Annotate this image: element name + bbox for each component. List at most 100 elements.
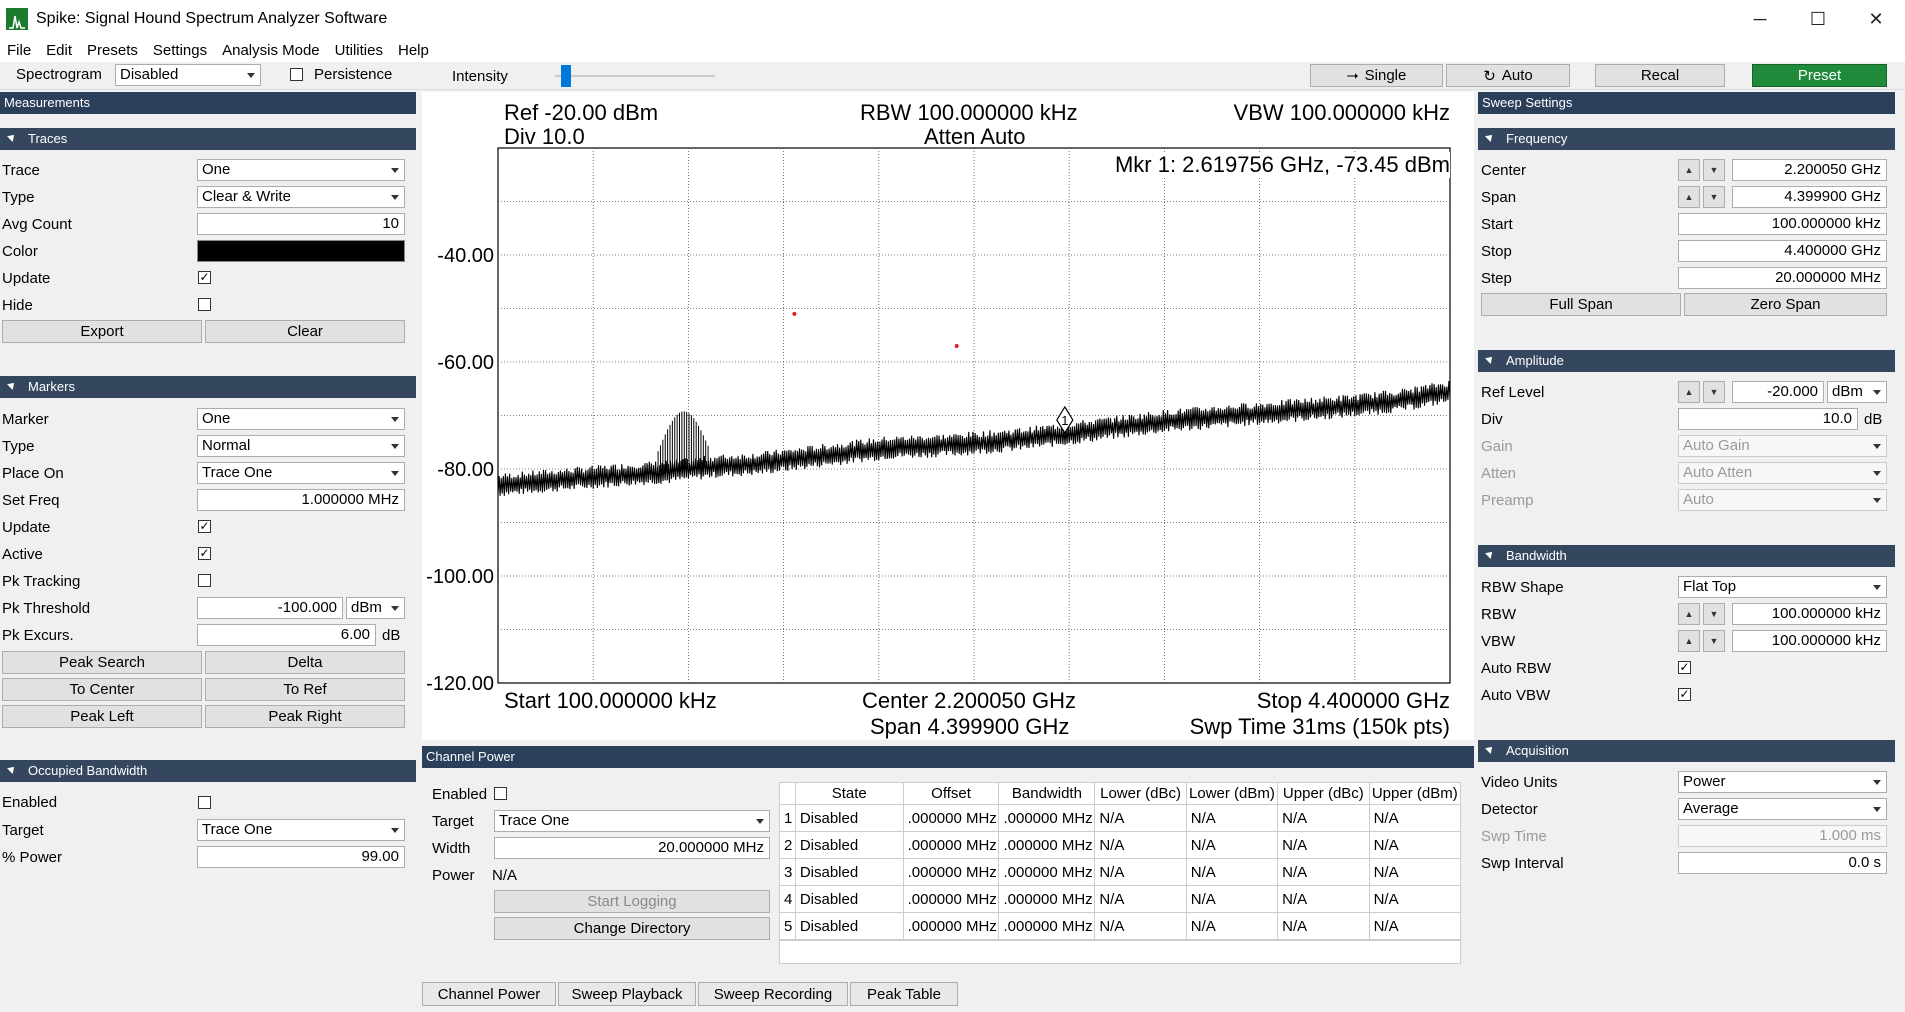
start-logging-button[interactable]: Start Logging xyxy=(494,890,770,913)
marker-update-checkbox[interactable]: ✓ xyxy=(198,519,211,533)
marker-select[interactable]: One xyxy=(197,408,405,430)
offset-cell[interactable]: .000000 MHz xyxy=(902,804,1000,832)
offset-cell[interactable]: .000000 MHz xyxy=(902,912,1000,940)
bandwidth-cell[interactable]: .000000 MHz xyxy=(998,831,1096,859)
auto-vbw-checkbox[interactable]: ✓ xyxy=(1678,687,1691,701)
center-up-arrow-icon[interactable]: ▲ xyxy=(1678,159,1700,181)
ref-up-arrow-icon[interactable]: ▲ xyxy=(1678,381,1700,403)
state-select[interactable]: Disabled xyxy=(794,831,904,859)
state-select[interactable]: Disabled xyxy=(794,912,904,940)
bandwidth-cell[interactable]: .000000 MHz xyxy=(998,912,1096,940)
state-select[interactable]: Disabled xyxy=(794,804,904,832)
minimize-button[interactable]: ─ xyxy=(1753,8,1767,29)
to-ref-button[interactable]: To Ref xyxy=(205,678,405,701)
cp-enabled-checkbox[interactable] xyxy=(494,787,507,800)
menu-settings[interactable]: Settings xyxy=(152,41,208,59)
menu-presets[interactable]: Presets xyxy=(87,41,138,59)
offset-cell[interactable]: .000000 MHz xyxy=(902,858,1000,886)
atten-select[interactable]: Auto Atten xyxy=(1678,462,1887,484)
div-input[interactable]: 10.0 xyxy=(1678,408,1858,430)
export-button[interactable]: Export xyxy=(2,320,202,343)
spectrum-plot[interactable]: -40.00 -60.00 -80.00 -100.00 -120.00 1 xyxy=(422,92,1474,740)
rbw-down-arrow-icon[interactable]: ▼ xyxy=(1703,603,1725,625)
span-down-arrow-icon[interactable]: ▼ xyxy=(1703,186,1725,208)
bandwidth-section-header[interactable]: Bandwidth xyxy=(1478,545,1895,567)
offset-cell[interactable]: .000000 MHz xyxy=(902,885,1000,913)
span-input[interactable]: 4.399900 GHz xyxy=(1732,186,1887,208)
obw-section-header[interactable]: Occupied Bandwidth xyxy=(0,760,416,782)
rbw-shape-select[interactable]: Flat Top xyxy=(1678,576,1887,598)
trace-select[interactable]: One xyxy=(197,159,405,181)
step-input[interactable]: 20.000000 MHz xyxy=(1678,267,1887,289)
pk-threshold-input[interactable]: -100.000 xyxy=(197,597,343,619)
spectrum-display[interactable]: Ref -20.00 dBm Div 10.0 RBW 100.000000 k… xyxy=(422,92,1474,740)
auto-button[interactable]: ↻ Auto xyxy=(1446,64,1570,87)
set-freq-input[interactable]: 1.000000 MHz xyxy=(197,489,405,511)
bandwidth-cell[interactable]: .000000 MHz xyxy=(998,858,1096,886)
pk-excurs-input[interactable]: 6.00 xyxy=(197,624,376,646)
menu-edit[interactable]: Edit xyxy=(46,41,73,59)
hide-checkbox[interactable] xyxy=(198,298,211,311)
intensity-slider-track[interactable] xyxy=(555,75,715,77)
cp-width-input[interactable]: 20.000000 MHz xyxy=(494,837,770,859)
center-down-arrow-icon[interactable]: ▼ xyxy=(1703,159,1725,181)
recal-button[interactable]: Recal xyxy=(1595,64,1725,87)
stop-input[interactable]: 4.400000 GHz xyxy=(1678,240,1887,262)
tab-sweep-recording[interactable]: Sweep Recording xyxy=(698,982,848,1006)
avg-count-input[interactable]: 10 xyxy=(197,213,405,235)
pk-tracking-checkbox[interactable] xyxy=(198,574,211,587)
menu-help[interactable]: Help xyxy=(397,41,429,59)
detector-select[interactable]: Average xyxy=(1678,798,1887,820)
trace-update-checkbox[interactable]: ✓ xyxy=(198,270,211,284)
zero-span-button[interactable]: Zero Span xyxy=(1684,293,1887,316)
vbw-up-arrow-icon[interactable]: ▲ xyxy=(1678,630,1700,652)
gain-select[interactable]: Auto Gain xyxy=(1678,435,1887,457)
cp-target-select[interactable]: Trace One xyxy=(494,810,770,832)
center-input[interactable]: 2.200050 GHz xyxy=(1732,159,1887,181)
menu-utilities[interactable]: Utilities xyxy=(334,41,383,59)
spectrogram-select[interactable]: Disabled xyxy=(115,64,261,86)
bandwidth-cell[interactable]: .000000 MHz xyxy=(998,804,1096,832)
tab-channel-power[interactable]: Channel Power xyxy=(422,982,556,1006)
maximize-button[interactable]: ☐ xyxy=(1809,8,1827,29)
ref-unit-select[interactable]: dBm xyxy=(1827,381,1887,403)
offset-cell[interactable]: .000000 MHz xyxy=(902,831,1000,859)
persistence-checkbox[interactable] xyxy=(290,68,303,81)
tab-sweep-playback[interactable]: Sweep Playback xyxy=(558,982,696,1006)
preset-button[interactable]: Preset xyxy=(1752,64,1887,87)
peak-left-button[interactable]: Peak Left xyxy=(2,705,202,728)
vbw-down-arrow-icon[interactable]: ▼ xyxy=(1703,630,1725,652)
peak-search-button[interactable]: Peak Search xyxy=(2,651,202,674)
obw-enabled-checkbox[interactable] xyxy=(198,796,211,809)
to-center-button[interactable]: To Center xyxy=(2,678,202,701)
marker-type-select[interactable]: Normal xyxy=(197,435,405,457)
active-checkbox[interactable]: ✓ xyxy=(198,546,211,560)
preamp-select[interactable]: Auto xyxy=(1678,489,1887,511)
tab-peak-table[interactable]: Peak Table xyxy=(850,982,958,1006)
menu-file[interactable]: File xyxy=(7,41,32,59)
ref-down-arrow-icon[interactable]: ▼ xyxy=(1703,381,1725,403)
state-select[interactable]: Disabled xyxy=(794,858,904,886)
ref-level-input[interactable]: -20.000 xyxy=(1732,381,1824,403)
obw-target-select[interactable]: Trace One xyxy=(197,819,405,841)
single-button[interactable]: ⭢ Single xyxy=(1310,64,1443,87)
trace-color-swatch[interactable] xyxy=(197,240,405,262)
clear-button[interactable]: Clear xyxy=(205,320,405,343)
bandwidth-cell[interactable]: .000000 MHz xyxy=(998,885,1096,913)
menu-analysis-mode[interactable]: Analysis Mode xyxy=(222,41,320,59)
place-on-select[interactable]: Trace One xyxy=(197,462,405,484)
delta-button[interactable]: Delta xyxy=(205,651,405,674)
start-input[interactable]: 100.000000 kHz xyxy=(1678,213,1887,235)
amplitude-section-header[interactable]: Amplitude xyxy=(1478,350,1895,372)
acquisition-section-header[interactable]: Acquisition xyxy=(1478,740,1895,762)
rbw-input[interactable]: 100.000000 kHz xyxy=(1732,603,1887,625)
close-button[interactable]: ✕ xyxy=(1868,8,1884,29)
swp-time-input[interactable]: 1.000 ms xyxy=(1678,825,1887,847)
frequency-section-header[interactable]: Frequency xyxy=(1478,128,1895,150)
obw-power-input[interactable]: 99.00 xyxy=(197,846,405,868)
trace-type-select[interactable]: Clear & Write xyxy=(197,186,405,208)
vbw-input[interactable]: 100.000000 kHz xyxy=(1732,630,1887,652)
intensity-slider-thumb[interactable] xyxy=(561,65,571,87)
peak-right-button[interactable]: Peak Right xyxy=(205,705,405,728)
change-directory-button[interactable]: Change Directory xyxy=(494,917,770,940)
